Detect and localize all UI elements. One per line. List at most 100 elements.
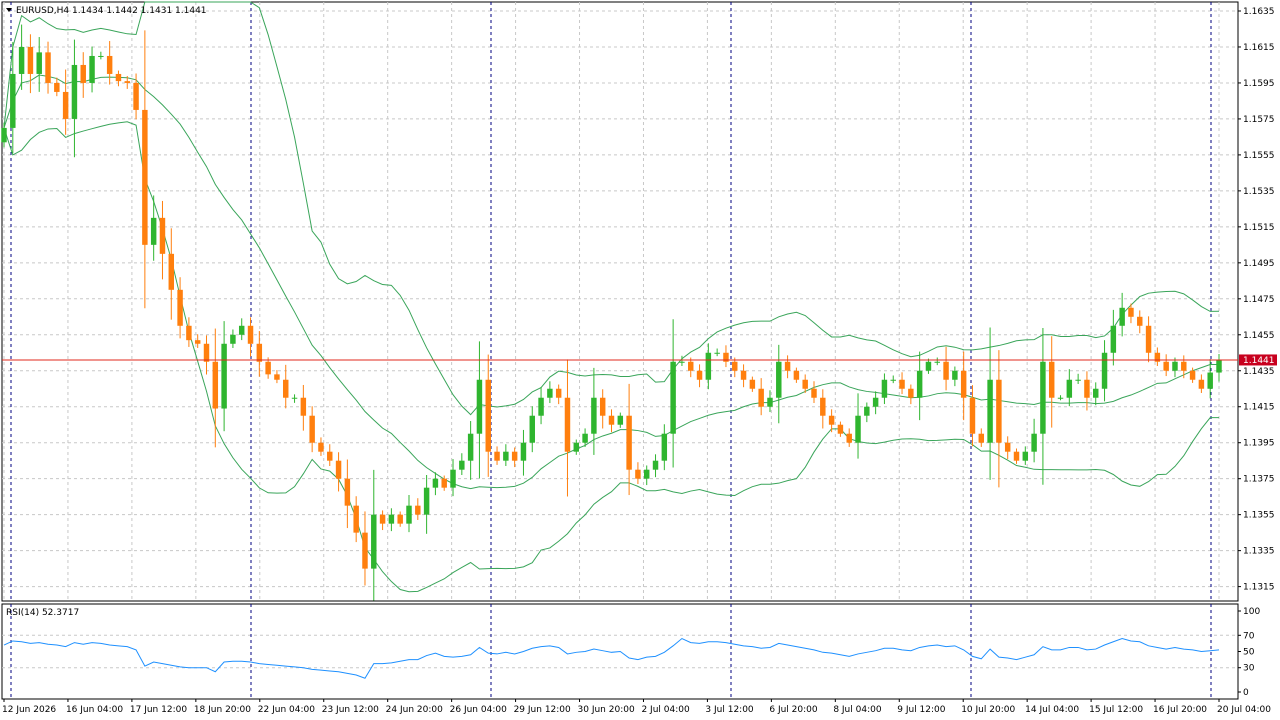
candle[interactable] [908, 384, 914, 405]
candle[interactable] [344, 459, 351, 529]
candle[interactable] [679, 355, 685, 367]
candle[interactable] [599, 389, 606, 429]
candle[interactable] [415, 498, 421, 520]
candle[interactable] [1057, 395, 1064, 401]
candle[interactable] [969, 385, 976, 447]
candle[interactable] [723, 345, 729, 368]
candle[interactable] [714, 348, 720, 357]
candle[interactable] [793, 367, 800, 383]
candle[interactable] [115, 70, 122, 87]
candle[interactable] [828, 409, 835, 433]
rsi-pane[interactable]: RSI(14) 52.3717 [1, 603, 1239, 700]
candle[interactable] [1031, 418, 1037, 463]
candle[interactable] [379, 510, 386, 531]
candle[interactable] [1066, 369, 1073, 407]
candle[interactable] [291, 394, 298, 403]
candle[interactable] [133, 73, 139, 120]
candle[interactable] [212, 328, 219, 448]
candle[interactable] [388, 508, 395, 532]
candle[interactable] [309, 406, 315, 453]
candle[interactable] [952, 366, 958, 387]
candle[interactable] [864, 402, 870, 423]
candle[interactable] [362, 511, 368, 586]
candle[interactable] [635, 462, 641, 484]
candle[interactable] [10, 42, 16, 154]
candle[interactable] [177, 277, 183, 339]
candle[interactable] [767, 390, 773, 413]
candle[interactable] [168, 228, 175, 320]
candle[interactable] [432, 472, 439, 496]
candle[interactable] [459, 453, 465, 475]
candle[interactable] [529, 406, 535, 453]
candle[interactable] [732, 357, 738, 378]
candle[interactable] [1198, 374, 1205, 393]
time-axis[interactable]: 12 Jun 2026 16 Jun 04:00 17 Jun 12:00 18 Ju… [2, 699, 1271, 715]
candle[interactable] [1013, 448, 1020, 464]
candle[interactable] [186, 317, 192, 347]
candle[interactable] [406, 495, 412, 533]
candle[interactable] [335, 452, 342, 492]
candle[interactable] [54, 77, 60, 97]
candle[interactable] [1040, 327, 1046, 485]
candle[interactable] [538, 387, 544, 425]
candle[interactable] [494, 446, 500, 465]
candle[interactable] [221, 321, 227, 432]
candle[interactable] [423, 474, 430, 534]
candle[interactable] [582, 428, 588, 447]
candle[interactable] [934, 357, 940, 366]
candle[interactable] [1128, 303, 1134, 324]
candle[interactable] [1093, 382, 1099, 406]
candle[interactable] [80, 52, 86, 98]
candle[interactable] [802, 374, 808, 393]
candle[interactable] [62, 69, 69, 135]
candle[interactable] [89, 46, 95, 93]
candle[interactable] [855, 393, 861, 459]
candle[interactable] [696, 364, 703, 388]
candle[interactable] [511, 447, 518, 468]
candle[interactable] [960, 351, 967, 421]
candle[interactable] [564, 359, 571, 497]
candle[interactable] [820, 389, 826, 429]
candle[interactable] [811, 381, 817, 404]
candle[interactable] [1145, 316, 1152, 363]
candle[interactable] [300, 384, 307, 431]
candle[interactable] [978, 428, 985, 447]
candle[interactable] [925, 358, 932, 374]
candle[interactable] [450, 459, 456, 497]
price-axis[interactable]: 1.1635 1.1615 1.1595 1.1575 1.1555 1.1535 1.15… [1238, 7, 1275, 593]
candle[interactable] [371, 469, 377, 601]
candle[interactable] [1101, 340, 1108, 402]
candle[interactable] [899, 372, 905, 395]
candle[interactable] [353, 496, 359, 543]
candle[interactable] [617, 412, 624, 428]
candle[interactable] [106, 41, 113, 85]
candle[interactable] [705, 343, 712, 390]
candle[interactable] [467, 421, 474, 480]
candle[interactable] [670, 319, 676, 468]
candle[interactable] [256, 331, 263, 377]
candle[interactable] [758, 378, 764, 416]
candle[interactable] [485, 354, 491, 477]
candle[interactable] [520, 429, 527, 476]
candle[interactable] [203, 335, 210, 375]
candle[interactable] [881, 373, 888, 405]
candle[interactable] [1, 122, 7, 148]
candle[interactable] [247, 317, 254, 357]
candle[interactable] [27, 34, 34, 94]
candle[interactable] [555, 384, 562, 405]
candle[interactable] [265, 357, 271, 379]
candle[interactable] [397, 511, 403, 527]
candle[interactable] [238, 318, 245, 341]
candle[interactable] [283, 364, 289, 409]
candle[interactable] [1163, 354, 1169, 377]
candle[interactable] [274, 370, 280, 384]
candle[interactable] [1110, 309, 1117, 366]
candle[interactable] [1189, 367, 1196, 383]
candle[interactable] [916, 351, 923, 421]
candle[interactable] [1084, 371, 1090, 411]
candle[interactable] [1137, 310, 1143, 334]
candle[interactable] [318, 437, 324, 456]
candle[interactable] [688, 357, 694, 378]
candle[interactable] [591, 367, 597, 455]
candle[interactable] [1075, 373, 1081, 384]
